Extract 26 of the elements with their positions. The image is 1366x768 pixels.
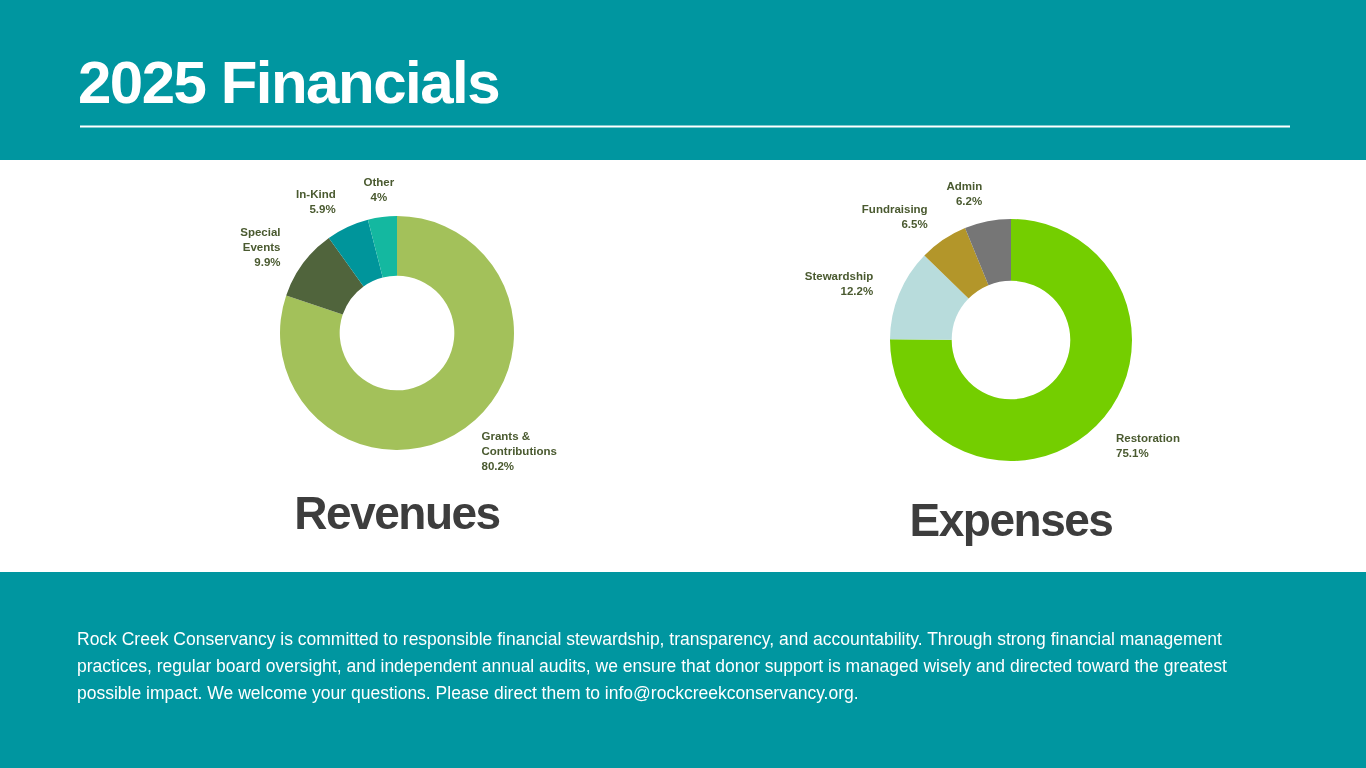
slice-label: Other (363, 175, 395, 188)
text: 2025 Financials (78, 49, 500, 116)
donut-slice (367, 216, 397, 278)
data-label: 6.2% (955, 195, 983, 208)
slice-label: In-Kind (296, 188, 336, 201)
data-label: 5.9% (309, 203, 336, 216)
donut-slice (286, 237, 364, 315)
slice-label: Restoration (1116, 432, 1180, 445)
data-label: 9.9% (254, 255, 281, 268)
data-label: 4% (370, 190, 388, 203)
slice-label: Stewardship (804, 269, 874, 282)
data-label: 12.2% (840, 284, 874, 297)
donut-slice (965, 219, 1011, 286)
data-label: 80.2% (481, 459, 515, 472)
slice-label: Grants & Contributions (481, 429, 557, 457)
slice-label: Special Events (240, 225, 281, 253)
data-label: 75.1% (1116, 447, 1149, 460)
donut-slice (890, 255, 969, 340)
text: Expenses (909, 494, 1113, 546)
text: Revenues (294, 487, 500, 539)
donut-slice (328, 219, 383, 287)
donut-slice (924, 228, 989, 299)
slice-label: Fundraising (861, 203, 928, 215)
text: Rock Creek Conservancy is committed to responsible financial stewardship, transparency, and accountability. Through strong financial management practices, regular board oversight, and independent annual audits, we ensure that donor support is managed wisely and directed toward the greatest possible impact. We welcome your questions. Please direct them to info@rockcreekconservancy.org. (77, 629, 1228, 703)
data-label: 6.5% (901, 218, 928, 230)
slice-label: Admin (946, 180, 983, 193)
